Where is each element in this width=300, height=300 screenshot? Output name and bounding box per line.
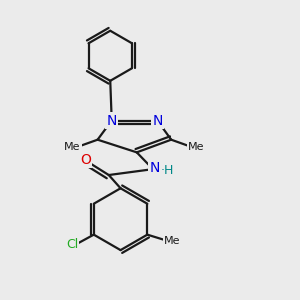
Text: N: N: [152, 114, 163, 128]
Text: Me: Me: [188, 142, 205, 152]
Text: Cl: Cl: [66, 238, 78, 251]
Text: ·H: ·H: [161, 164, 174, 177]
Text: Me: Me: [64, 142, 81, 152]
Text: N: N: [149, 161, 160, 175]
Text: Me: Me: [164, 236, 180, 245]
Text: O: O: [80, 153, 91, 167]
Text: N: N: [106, 114, 117, 128]
